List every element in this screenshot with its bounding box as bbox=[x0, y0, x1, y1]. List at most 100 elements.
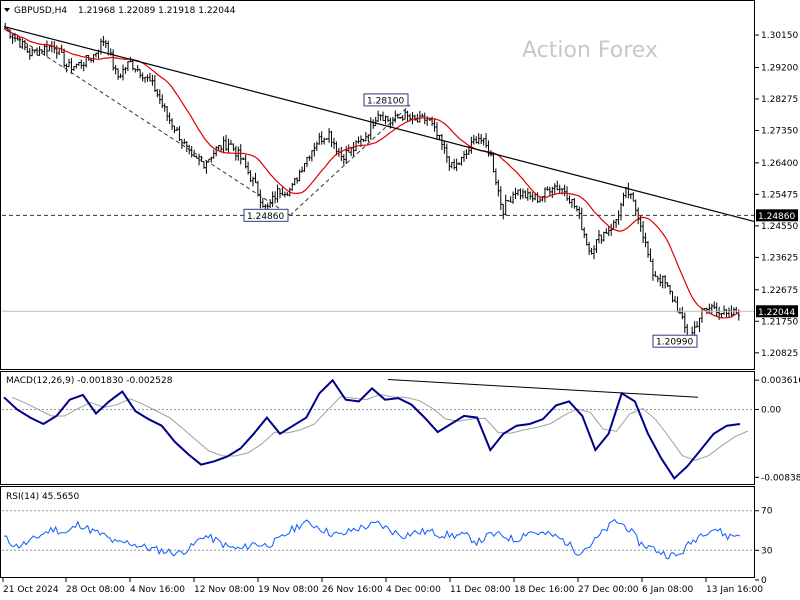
symbol-label: GBPUSD,H4 bbox=[14, 6, 67, 16]
macd-divergence-line bbox=[387, 378, 699, 398]
macd-axis-label: 0.00 bbox=[761, 405, 781, 415]
price-bar bbox=[531, 192, 534, 203]
price-bar bbox=[197, 153, 201, 166]
price-axis-label: 1.24550 bbox=[761, 222, 798, 232]
price-bar bbox=[178, 126, 181, 142]
price-bar bbox=[583, 227, 586, 239]
price-bar bbox=[315, 141, 318, 152]
price-bar bbox=[138, 69, 142, 79]
dashed-swing-line bbox=[289, 104, 411, 216]
price-bar bbox=[192, 149, 196, 157]
price-bar bbox=[526, 188, 529, 201]
price-bar bbox=[232, 143, 235, 151]
price-bar bbox=[80, 59, 83, 69]
price-axis-label: 1.22675 bbox=[761, 286, 798, 296]
macd-title: MACD(12,26,9) -0.001830 -0.002528 bbox=[6, 376, 173, 386]
price-axis-label: 1.26400 bbox=[761, 159, 798, 169]
price-bar bbox=[313, 142, 316, 157]
price-axis-label: 1.27350 bbox=[761, 126, 798, 136]
price-bar bbox=[499, 186, 502, 211]
price-bar bbox=[632, 192, 635, 202]
price-bar bbox=[614, 219, 618, 229]
time-axis-label: 11 Dec 08:00 bbox=[450, 585, 511, 595]
price-bar bbox=[651, 258, 655, 281]
price-bar bbox=[77, 62, 81, 67]
price-bar bbox=[70, 58, 73, 74]
price-bar bbox=[597, 229, 601, 244]
price-bar bbox=[413, 114, 417, 121]
price-bar bbox=[244, 154, 247, 169]
price-bar bbox=[163, 103, 166, 112]
time-axis-label: 12 Nov 08:00 bbox=[194, 585, 255, 595]
price-bar bbox=[521, 188, 525, 199]
price-bar bbox=[575, 205, 579, 212]
rsi-line bbox=[3, 518, 741, 560]
price-bar bbox=[335, 141, 338, 156]
price-bar bbox=[551, 186, 554, 198]
price-bar bbox=[666, 282, 669, 288]
price-bar bbox=[406, 110, 409, 122]
price-bar bbox=[580, 207, 583, 231]
price-bar bbox=[249, 170, 252, 183]
price-bar bbox=[190, 145, 193, 158]
price-bar bbox=[300, 166, 304, 173]
annotation-low: 1.20990 bbox=[652, 334, 698, 348]
price-bar bbox=[156, 88, 159, 98]
collapse-arrow-icon[interactable] bbox=[4, 8, 10, 12]
price-bar bbox=[26, 43, 29, 53]
price-bar bbox=[725, 309, 728, 318]
dashed-swing-line bbox=[5, 29, 291, 216]
price-bar bbox=[472, 134, 476, 145]
price-bar bbox=[239, 144, 242, 165]
annotation-low-text: 1.20990 bbox=[656, 338, 693, 348]
price-bar bbox=[33, 49, 36, 54]
price-bar bbox=[708, 303, 711, 314]
price-bar bbox=[295, 177, 299, 184]
ohlc-readout: 1.21968 1.22089 1.21918 1.22044 bbox=[78, 6, 236, 16]
price-bar bbox=[168, 112, 171, 124]
current-price-tag-text: 1.22044 bbox=[758, 308, 795, 318]
price-bar bbox=[332, 137, 336, 150]
price-bar bbox=[715, 302, 718, 318]
time-axis-label: 13 Jan 16:00 bbox=[706, 585, 763, 595]
price-bar bbox=[452, 158, 456, 170]
price-bar bbox=[698, 317, 701, 333]
annotation-swing-low-text: 1.24860 bbox=[247, 212, 284, 222]
price-bar bbox=[224, 134, 228, 151]
price-bar bbox=[462, 150, 466, 162]
price-bar bbox=[556, 180, 559, 191]
time-axis-label: 26 Nov 16:00 bbox=[322, 585, 383, 595]
price-bar bbox=[477, 133, 480, 145]
price-bar bbox=[131, 58, 134, 71]
macd-axis-label: -0.00838 bbox=[761, 473, 800, 483]
price-bar bbox=[251, 176, 255, 187]
level-price-tag-text: 1.24860 bbox=[758, 212, 795, 222]
price-bar bbox=[175, 126, 179, 131]
price-bar bbox=[713, 301, 716, 310]
price-bar bbox=[151, 74, 154, 86]
price-bar bbox=[457, 162, 461, 165]
macd-layer bbox=[2, 378, 754, 480]
price-axis-label: 1.30150 bbox=[761, 31, 798, 41]
price-bar bbox=[246, 161, 250, 175]
price-bar bbox=[202, 161, 206, 169]
price-bar bbox=[305, 156, 309, 168]
time-axis-label: 28 Oct 08:00 bbox=[66, 585, 125, 595]
price-axis-label: 1.21750 bbox=[761, 317, 798, 327]
price-bar bbox=[261, 197, 265, 208]
price-bar bbox=[394, 110, 397, 123]
price-bar bbox=[293, 177, 296, 186]
price-bar bbox=[487, 140, 490, 157]
price-bar bbox=[320, 131, 323, 145]
price-bar bbox=[357, 136, 360, 144]
price-bar bbox=[629, 193, 633, 200]
price-bar bbox=[465, 149, 468, 160]
price-bar bbox=[399, 116, 402, 119]
price-bar bbox=[212, 149, 215, 159]
price-bar bbox=[516, 189, 520, 196]
price-bar bbox=[659, 273, 662, 287]
price-bar bbox=[470, 136, 473, 154]
price-bar bbox=[104, 39, 108, 49]
price-bar bbox=[673, 296, 677, 303]
price-bar bbox=[75, 63, 78, 69]
